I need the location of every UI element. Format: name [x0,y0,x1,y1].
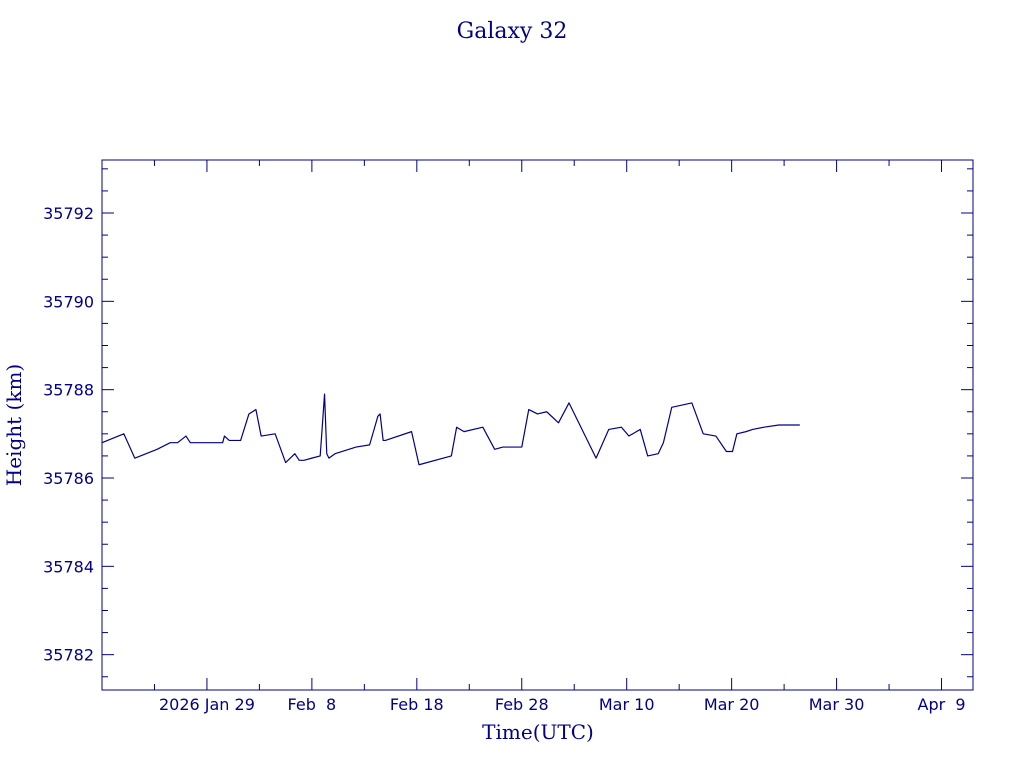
y-tick-label-2: 35786 [43,469,94,488]
x-tick-label-3: Feb 28 [495,695,549,714]
y-tick-label-4: 35790 [43,292,94,311]
x-tick-label-7: Apr 9 [918,695,966,714]
y-axis: 35782 35784 35786 35788 35790 35792 [43,168,973,678]
y-axis-label: Height (km) [2,364,26,486]
y-tick-label-5: 35792 [43,204,94,223]
height-series-line [101,393,800,466]
x-axis: 2026 Jan 29 Feb 8 Feb 18 Feb 28 Mar 10 Mar 20… [153,160,966,714]
x-tick-label-4: Mar 10 [599,695,655,714]
x-axis-label: Time(UTC) [482,720,594,744]
y-tick-label-1: 35784 [43,557,94,576]
x-tick-label-2: Feb 18 [390,695,444,714]
x-tick-label-1: Feb 8 [288,695,337,714]
y-tick-label-0: 35782 [43,646,94,665]
plot-frame [101,159,974,691]
x-tick-label-6: Mar 30 [809,695,865,714]
chart-title: Galaxy 32 [457,19,568,44]
x-tick-label-0: 2026 Jan 29 [159,695,255,714]
y-tick-label-3: 35788 [43,381,94,400]
x-tick-label-5: Mar 20 [704,695,760,714]
